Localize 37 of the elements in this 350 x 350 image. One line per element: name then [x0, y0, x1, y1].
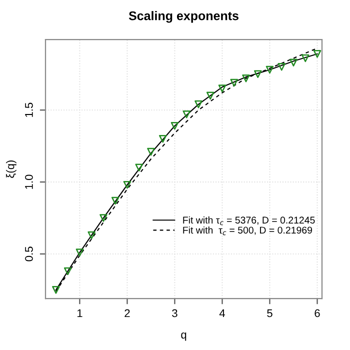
chart-title: Scaling exponents — [128, 11, 238, 23]
point — [76, 248, 84, 256]
point — [64, 267, 72, 276]
y-tick-label: 0.5 — [25, 246, 33, 262]
point — [182, 110, 190, 118]
point — [100, 214, 108, 222]
point — [170, 122, 179, 130]
legend-label: Fit with τ$_{c}$ = 500, D = 0.21969 — [183, 226, 312, 236]
x-tick-label: 4 — [219, 309, 225, 318]
x-tick-label: 6 — [314, 309, 320, 318]
point — [52, 286, 60, 294]
point — [301, 54, 310, 62]
point — [88, 231, 96, 240]
x-tick-label: 5 — [267, 309, 272, 318]
point — [218, 84, 226, 92]
point — [290, 58, 298, 66]
legend-label: Fit with τ$_{c}$ = 5376, D = 0.21245 — [183, 216, 315, 226]
point — [194, 100, 202, 108]
point — [230, 78, 238, 87]
x-axis-title: q — [181, 332, 186, 341]
y-tick-label: 1.5 — [25, 102, 33, 117]
point — [313, 50, 322, 58]
point — [135, 164, 143, 172]
point — [111, 196, 120, 205]
point — [123, 180, 132, 189]
point — [206, 92, 214, 100]
point — [278, 63, 286, 71]
x-tick-label: 1 — [77, 309, 82, 318]
point — [147, 148, 155, 156]
point — [242, 74, 250, 82]
point — [266, 66, 274, 74]
point — [158, 134, 167, 143]
y-axis-title: ξ(q) — [6, 160, 16, 178]
point — [254, 70, 262, 78]
y-tick-label: 1.0 — [25, 174, 33, 189]
x-tick-label: 3 — [172, 309, 178, 318]
x-tick-label: 2 — [124, 309, 130, 318]
